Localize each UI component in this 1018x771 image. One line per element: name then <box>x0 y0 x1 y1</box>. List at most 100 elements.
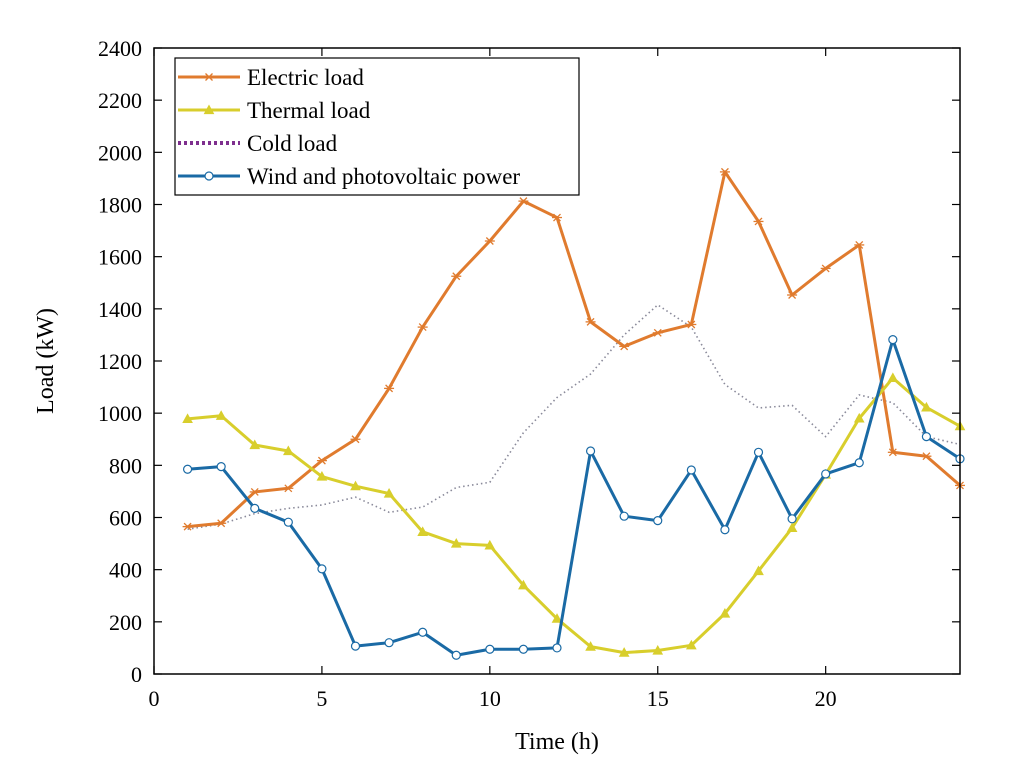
data-point-asterisk <box>484 237 495 245</box>
data-point-asterisk <box>283 484 294 493</box>
data-point-triangle <box>215 410 227 420</box>
data-point-circle <box>250 503 260 513</box>
data-point-triangle <box>585 641 596 651</box>
data-point-circle <box>384 638 394 648</box>
series-line <box>187 376 961 655</box>
series-line <box>187 338 961 657</box>
data-point-asterisk <box>820 264 831 273</box>
data-point-asterisk <box>384 384 395 393</box>
data-point-circle <box>854 458 864 468</box>
data-point-triangle <box>921 401 932 412</box>
legend-label-cold-load: Cold load <box>247 131 338 156</box>
y-tick-label: 2200 <box>98 88 142 113</box>
data-point-circle <box>753 447 764 457</box>
data-point-circle <box>350 641 361 651</box>
legend-label-thermal-load: Thermal load <box>247 98 371 123</box>
data-point-circle <box>518 644 529 654</box>
data-point-triangle <box>316 471 328 481</box>
data-point-asterisk <box>204 73 214 81</box>
x-ticks: 0 5 10 15 20 <box>149 48 837 711</box>
data-point-circle <box>283 517 293 527</box>
data-point-triangle <box>203 104 215 115</box>
y-tick-label: 0 <box>131 662 142 687</box>
data-point-asterisk <box>887 448 898 457</box>
data-point-circle <box>418 627 428 637</box>
data-point-asterisk <box>216 519 227 528</box>
data-point-triangle <box>383 487 395 498</box>
data-point-triangle <box>450 538 462 548</box>
data-point-circle <box>619 511 629 521</box>
legend-item-cold-load: Cold load <box>178 131 338 156</box>
series-layer <box>182 167 966 660</box>
x-tick-label: 15 <box>647 686 669 711</box>
data-point-triangle <box>618 647 630 657</box>
data-point-triangle <box>652 644 664 655</box>
data-point-circle <box>485 644 495 654</box>
data-point-asterisk <box>182 522 193 531</box>
data-point-triangle <box>753 565 764 576</box>
data-point-asterisk <box>350 435 361 444</box>
data-point-circle <box>653 516 663 526</box>
x-tick-label: 5 <box>316 686 327 711</box>
x-tick-label: 20 <box>815 686 837 711</box>
series-cold-load <box>187 304 961 531</box>
data-point-triangle <box>417 526 429 536</box>
data-point-circle <box>182 464 193 474</box>
data-point-circle <box>585 446 596 456</box>
data-point-triangle <box>853 412 865 423</box>
y-axis-label: Load (kW) <box>33 308 59 414</box>
legend-item-electric-load: Electric load <box>178 65 364 90</box>
axes: 0 5 10 15 20 0 200 400 600 800 1000 1200 1400 1600 18… <box>98 36 961 711</box>
x-axis-label: Time (h) <box>515 729 599 755</box>
data-point-asterisk <box>921 452 932 461</box>
data-point-asterisk <box>619 342 630 351</box>
data-point-circle <box>216 462 226 472</box>
data-point-asterisk <box>417 323 428 332</box>
data-point-asterisk <box>854 240 865 249</box>
data-point-triangle <box>182 413 193 424</box>
y-tick-label: 1200 <box>98 349 142 374</box>
y-tick-label: 800 <box>109 453 142 478</box>
data-point-triangle <box>350 480 361 491</box>
data-point-circle <box>888 335 898 345</box>
data-point-asterisk <box>552 213 562 222</box>
data-point-triangle <box>518 579 529 590</box>
data-point-asterisk <box>652 328 663 337</box>
data-point-triangle <box>786 522 798 533</box>
data-point-circle <box>317 564 327 574</box>
y-tick-label: 600 <box>109 506 142 531</box>
data-point-asterisk <box>316 456 327 465</box>
data-point-circle <box>552 643 562 653</box>
legend-box <box>174 57 580 196</box>
data-point-circle <box>921 432 932 442</box>
y-tick-label: 1400 <box>98 297 142 322</box>
series-wind-and-photovoltaic-power <box>182 335 965 660</box>
series-line <box>187 304 961 531</box>
y-tick-label: 400 <box>109 558 142 583</box>
data-point-circle <box>821 469 831 479</box>
x-tick-label: 0 <box>149 686 160 711</box>
data-point-circle <box>720 525 730 535</box>
y-tick-label: 1600 <box>98 245 142 270</box>
legend-label-electric-load: Electric load <box>247 65 364 90</box>
y-tick-label: 1000 <box>98 401 142 426</box>
series-line <box>187 170 961 529</box>
data-point-asterisk <box>719 167 730 176</box>
data-point-asterisk <box>451 272 462 281</box>
data-point-triangle <box>249 439 261 450</box>
data-point-triangle <box>282 445 294 456</box>
y-tick-label: 2000 <box>98 140 142 165</box>
y-tick-label: 2400 <box>98 36 142 61</box>
data-point-circle <box>204 171 214 181</box>
y-tick-label: 200 <box>109 610 142 635</box>
y-tick-label: 1800 <box>98 193 142 218</box>
legend-label-wind-pv-power: Wind and photovoltaic power <box>247 164 520 189</box>
data-point-asterisk <box>518 197 529 206</box>
y-ticks: 0 200 400 600 800 1000 1200 1400 1600 1800 2000 220… <box>98 36 960 687</box>
legend-item-wind-pv-power: Wind and photovoltaic power <box>178 164 520 189</box>
data-point-triangle <box>887 372 899 383</box>
legend-item-thermal-load: Thermal load <box>178 98 371 123</box>
data-point-circle <box>787 514 797 524</box>
data-point-asterisk <box>686 320 697 329</box>
